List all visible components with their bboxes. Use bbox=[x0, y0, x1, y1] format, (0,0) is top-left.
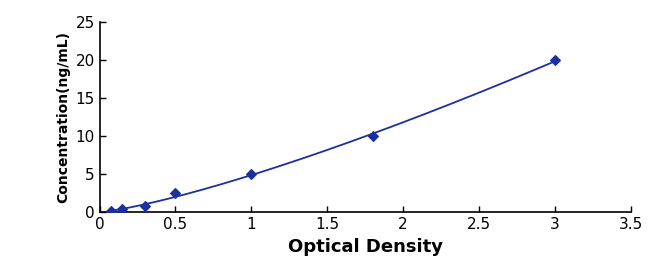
Y-axis label: Concentration(ng/mL): Concentration(ng/mL) bbox=[56, 31, 70, 203]
X-axis label: Optical Density: Optical Density bbox=[288, 237, 443, 256]
